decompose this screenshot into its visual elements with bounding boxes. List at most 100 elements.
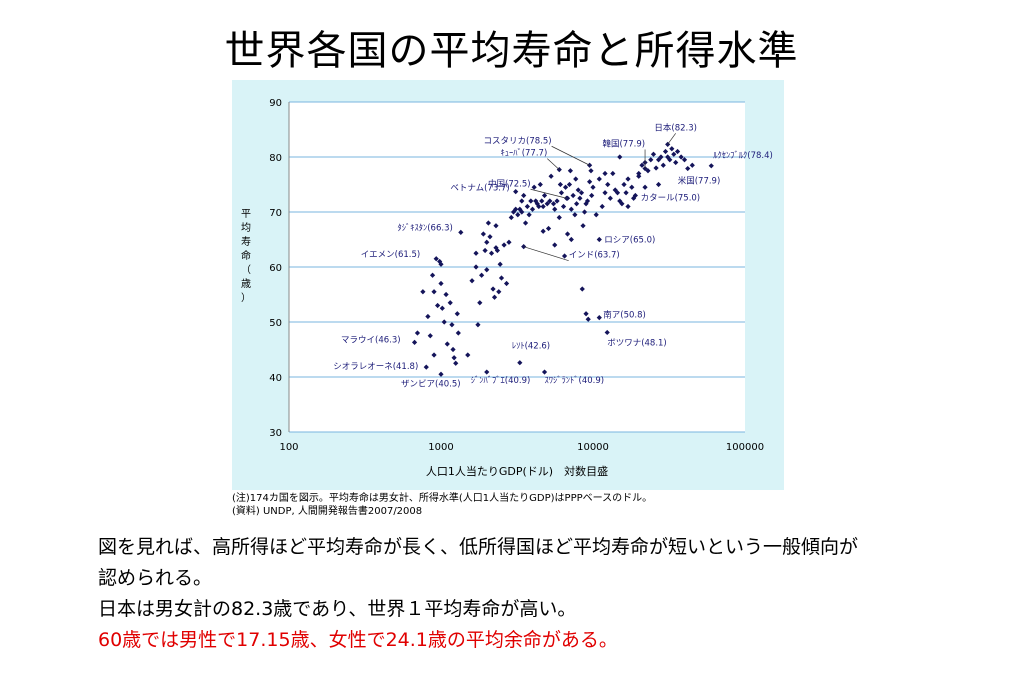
label-leader-line [667,133,676,145]
body-line-2: 認められる。 [98,567,213,589]
point-label: ベトナム(73.7) [450,184,509,194]
data-point [585,316,591,322]
data-point [568,206,574,212]
data-point [552,206,558,212]
labeled-data-point [596,236,602,243]
data-point [602,190,608,196]
data-point [508,214,514,221]
data-point [439,305,445,311]
data-point [665,154,671,160]
point-label: マラウイ(46.3) [341,335,401,345]
y-axis-label-char: ） [241,292,251,304]
point-label: シオラレオーネ(41.8) [333,362,418,372]
point-label: 中国(72.5) [488,178,531,189]
point-label: ﾚｿﾄ(42.6) [512,342,550,352]
data-point [674,148,681,155]
point-label: ﾙｸｾﾝﾌﾞﾙｸ(78.4) [713,151,773,161]
data-point [584,198,591,204]
data-point [493,245,499,251]
data-point [438,280,444,287]
data-point [545,225,552,232]
data-point [575,187,581,193]
label-leader-line [547,158,560,170]
data-point [564,231,571,237]
axis-ticks: 30 40 50 60 70 80 90 100 1000 10000 100000 [269,98,764,453]
y-axis-label-char: 平 [241,209,251,220]
labeled-data-point [517,360,523,366]
data-point [673,159,679,166]
data-point [449,322,455,328]
data-point [469,278,475,284]
point-label: ｼﾞﾝﾊﾞﾌﾞｴ(40.9) [471,376,531,386]
data-point [531,184,537,190]
y-tick-label: 30 [269,428,282,439]
data-point [581,209,588,215]
labeled-data-point [708,163,714,169]
data-point [491,294,498,300]
data-point [678,154,684,160]
data-point [554,198,560,204]
data-point [655,157,662,163]
data-point [501,242,507,248]
data-point [662,148,669,155]
data-point [612,187,618,193]
labeled-data-point [541,369,548,375]
data-point [496,289,502,295]
data-point [537,181,543,188]
data-point [414,330,421,336]
data-point [465,352,471,358]
data-point [619,201,625,207]
data-point [572,212,578,218]
note-text: (注)174カ国を図示。平均寿命は男女計、所得水準(人口1人当たりGDP)はPP… [232,493,653,504]
labeled-data-point [685,165,691,172]
data-point [548,173,554,179]
data-point [658,154,664,160]
data-point [493,223,499,229]
data-point [580,223,586,229]
point-label: 日本(82.3) [654,122,697,133]
data-point [524,203,530,210]
data-point [539,198,545,204]
data-point [623,190,629,196]
point-label: ｷｭｰﾊﾞ(77.7) [500,149,547,159]
data-point [599,203,605,210]
body-line-1: 図を見れば、高所得ほど平均寿命が長く、低所得国ほど平均寿命が短いという一般傾向が [98,536,859,558]
data-point [614,190,621,196]
data-point [596,176,602,182]
y-tick-label: 50 [269,318,282,329]
point-label: ﾀｼﾞｷｽﾀﾝ(66.3) [397,223,452,233]
y-axis-label-char: 歳 [241,278,251,290]
data-point [625,176,631,182]
data-point [566,181,573,188]
data-point [521,192,527,199]
data-point [427,333,433,339]
labeled-data-point [513,189,519,195]
point-labels: コスタリカ(78.5) 韓国(77.9) 日本(82.3) ﾙｸｾﾝﾌﾞﾙｸ(78.4… [333,122,773,389]
data-point [610,170,616,177]
data-point [447,300,453,306]
data-point [636,173,642,179]
chart-panel: 30 40 50 60 70 80 90 100 1000 10000 100000 コスタリカ(7… [232,80,784,490]
point-label: イエメン(61.5) [361,250,420,260]
data-point [443,291,449,298]
data-point [645,168,651,174]
labeled-data-point [433,256,439,262]
data-point [540,203,546,210]
data-point [631,195,637,201]
point-label: 米国(77.9) [678,176,721,187]
data-point [671,151,677,157]
scatter-chart: 30 40 50 60 70 80 90 100 1000 10000 100000 コスタリカ(7… [241,98,773,478]
data-point [477,300,483,306]
data-point [529,206,536,212]
data-point [547,198,553,204]
data-point [667,157,673,163]
data-point [528,198,534,204]
data-point [579,286,585,292]
labeled-data-point [655,181,662,188]
data-point [625,203,631,210]
point-label: インド(63.7) [569,251,620,261]
data-point [498,275,505,281]
labeled-data-point [423,364,429,370]
data-point [497,261,503,267]
data-point [420,289,426,295]
